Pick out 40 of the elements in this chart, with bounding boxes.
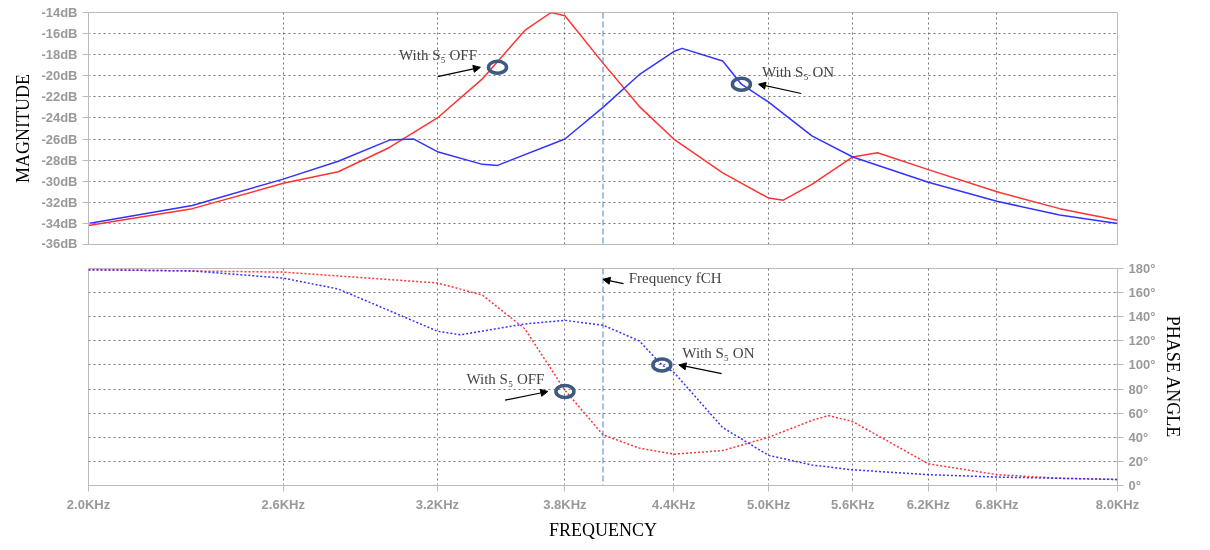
annotation: With S₅ OFF (399, 47, 477, 64)
x-tick-label: 5.6KHz (831, 496, 875, 512)
y-tick-label: -32dB (41, 194, 78, 210)
y-tick-label: 40° (1128, 429, 1149, 445)
y-tick-label: -16dB (41, 26, 78, 42)
y-tick-label: 80° (1128, 381, 1149, 397)
y-tick-label: 180° (1128, 261, 1156, 276)
y-tick-label: -14dB (41, 5, 78, 20)
y-tick-label: 0° (1128, 478, 1141, 493)
x-tick-label: 6.8KHz (975, 496, 1020, 512)
x-tick-label: 2.0KHz (66, 496, 111, 512)
y-tick-label: 20° (1128, 453, 1149, 469)
y-tick-label: -20dB (41, 68, 78, 84)
y-tick-label: -26dB (41, 131, 78, 147)
x-tick-label: 3.2KHz (415, 496, 460, 512)
x-tick-label: 2.6KHz (261, 496, 306, 512)
y-axis-title: MAGNITUDE (13, 74, 34, 183)
x-tick-label: 4.4KHz (652, 496, 696, 512)
x-axis-title: FREQUENCY (549, 519, 658, 540)
x-tick-label: 3.8KHz (543, 496, 588, 512)
y-tick-label: -18dB (41, 47, 78, 63)
annotation: With S₅ ON (761, 64, 835, 81)
y-tick-label: -22dB (41, 89, 78, 105)
y-tick-label: 160° (1128, 285, 1156, 301)
annotation: With S₅ OFF (466, 371, 545, 388)
y-tick-label: 140° (1128, 309, 1156, 325)
y-tick-label: -36dB (41, 235, 78, 251)
x-tick-label: 8.0KHz (1095, 496, 1140, 512)
x-tick-label: 5.0KHz (746, 496, 791, 512)
y-tick-label: 60° (1128, 405, 1149, 421)
y-tick-label: -24dB (41, 110, 78, 126)
y-tick-label: 100° (1128, 357, 1156, 373)
y-tick-label: -30dB (41, 173, 78, 189)
ref-line-label: Frequency fCH (628, 269, 722, 286)
x-tick-label: 6.2KHz (906, 496, 951, 512)
annotation: With S₅ ON (682, 344, 755, 361)
y-tick-label: -34dB (41, 215, 78, 231)
y-tick-label: -28dB (41, 152, 78, 168)
y-axis-title: PHASE ANGLE (1163, 315, 1184, 438)
y-tick-label: 120° (1128, 333, 1156, 349)
